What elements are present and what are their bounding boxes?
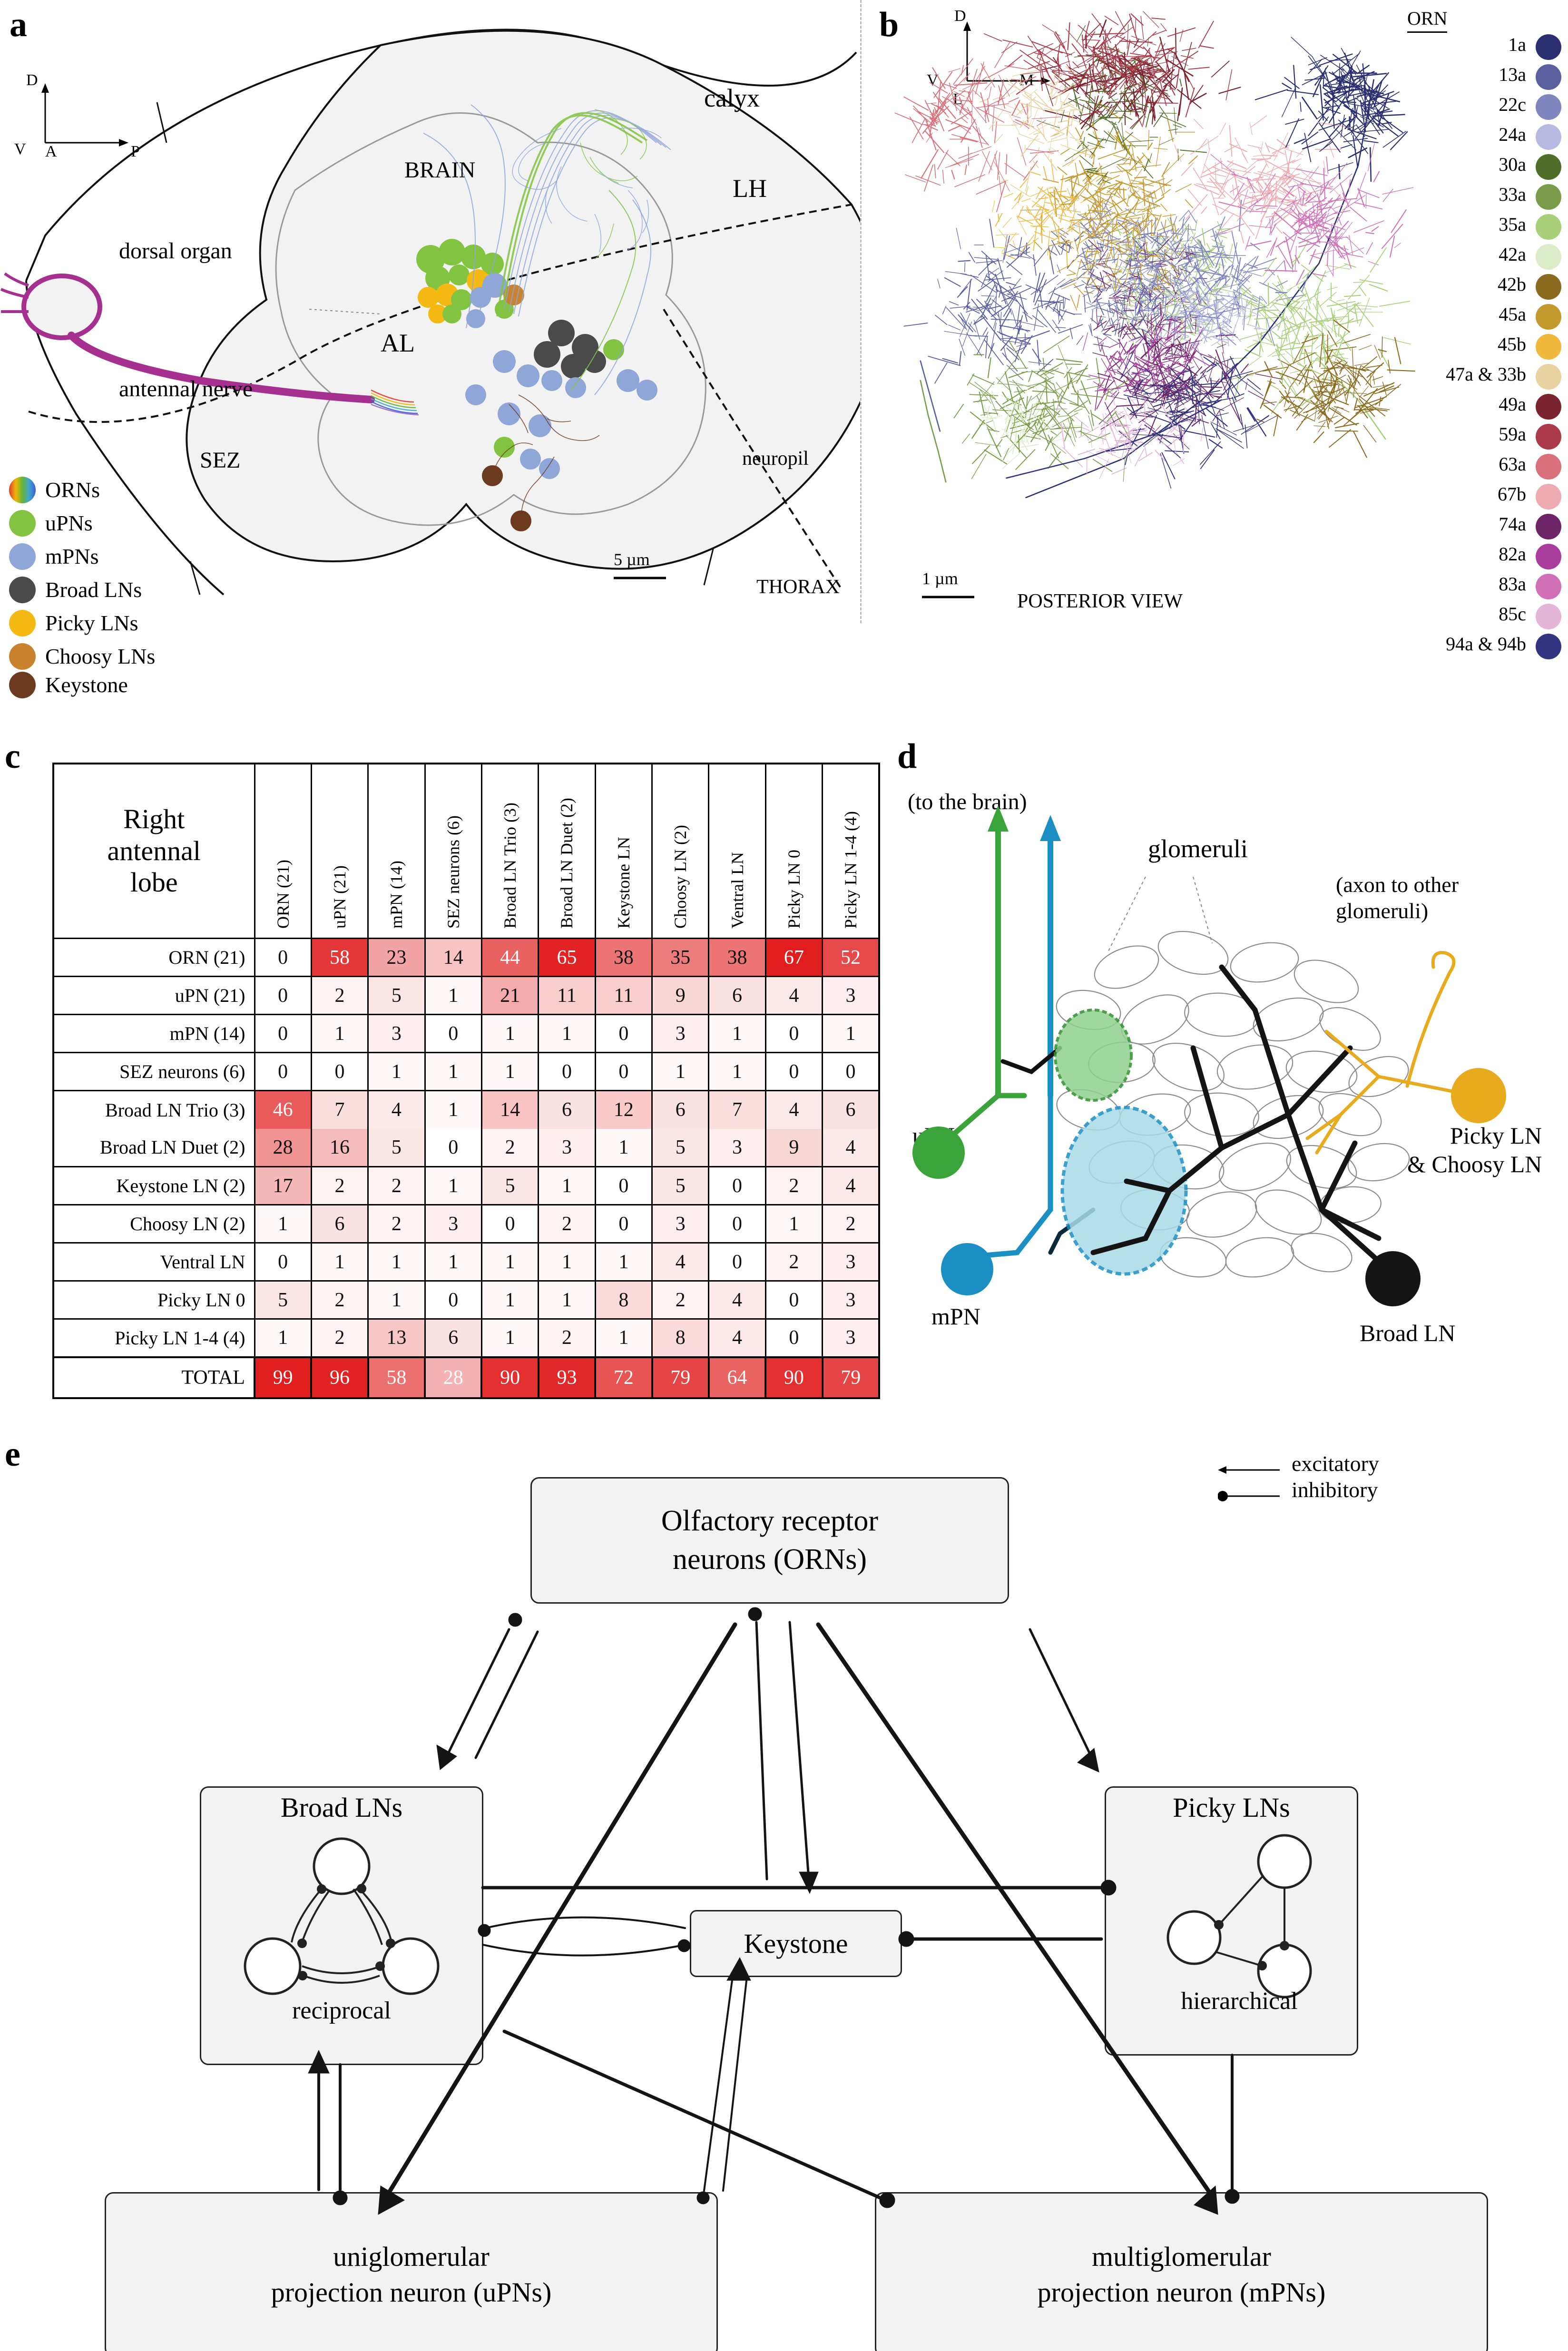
svg-text:Choosy LNs: Choosy LNs bbox=[45, 644, 155, 668]
svg-text:ORNs: ORNs bbox=[45, 478, 100, 502]
svg-text:Broad LNs: Broad LNs bbox=[45, 578, 142, 602]
svg-text:Keystone: Keystone bbox=[45, 673, 128, 697]
svg-text:Picky LNs: Picky LNs bbox=[45, 611, 138, 635]
svg-text:mPNs: mPNs bbox=[45, 544, 98, 568]
svg-text:uPNs: uPNs bbox=[45, 511, 93, 535]
